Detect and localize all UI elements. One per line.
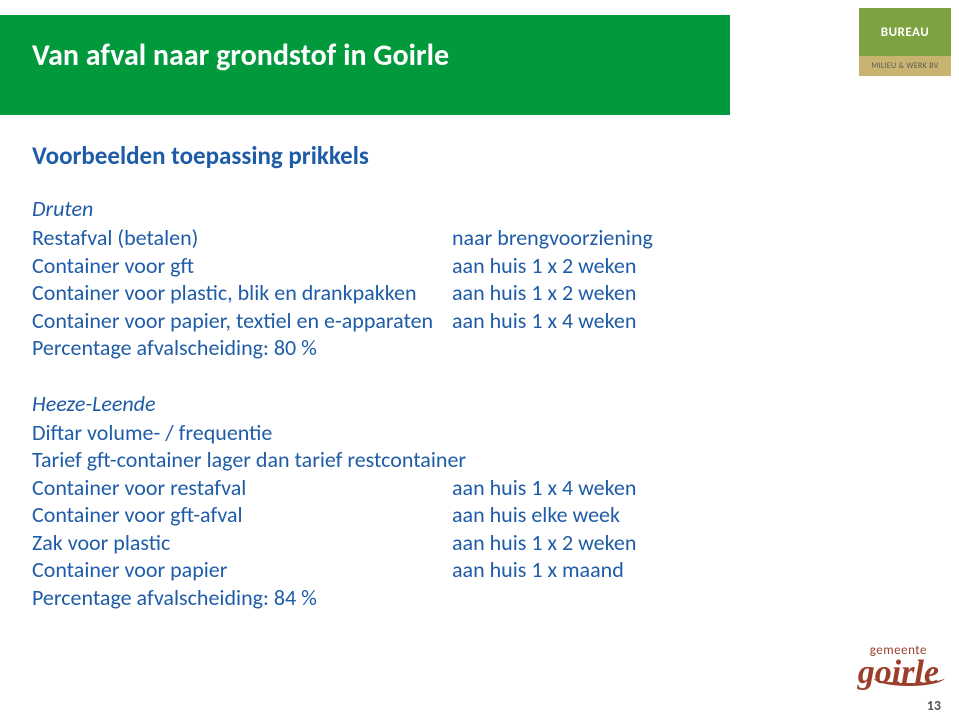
row-value: aan huis 1 x maand — [452, 556, 812, 584]
row-label: Container voor plastic, blik en drankpak… — [32, 279, 452, 307]
section2-row: Tarief gft-container lager dan tarief re… — [32, 446, 812, 474]
row-label: Container voor gft — [32, 252, 452, 280]
page-number: 13 — [927, 697, 941, 714]
section2-row: Container voor gft-afvalaan huis elke we… — [32, 501, 812, 529]
section1-title: Druten — [32, 195, 812, 222]
row-label: Zak voor plastic — [32, 529, 452, 557]
logo-goirle-name: goirle — [858, 654, 939, 692]
row-value — [452, 334, 812, 362]
row-label: Container voor papier, textiel en e-appa… — [32, 307, 452, 335]
row-value: aan huis 1 x 2 weken — [452, 252, 812, 280]
section2-row: Diftar volume- / frequentie — [32, 419, 812, 447]
logo-goirle: gemeente goirle — [858, 643, 939, 692]
row-label: Percentage afvalscheiding: 84 % — [32, 584, 452, 612]
section2-row: Container voor papieraan huis 1 x maand — [32, 556, 812, 584]
section1-row: Container voor papier, textiel en e-appa… — [32, 307, 812, 335]
section1-row: Container voor gftaan huis 1 x 2 weken — [32, 252, 812, 280]
row-value: aan huis 1 x 2 weken — [452, 279, 812, 307]
row-value — [452, 584, 812, 612]
row-label: Container voor papier — [32, 556, 452, 584]
section1-row: Restafval (betalen)naar brengvoorziening — [32, 224, 812, 252]
row-label: Diftar volume- / frequentie — [32, 419, 452, 447]
row-label: Container voor restafval — [32, 474, 452, 502]
page-title: Van afval naar grondstof in Goirle — [32, 37, 449, 74]
subtitle: Voorbeelden toepassing prikkels — [32, 140, 812, 171]
row-label: Restafval (betalen) — [32, 224, 452, 252]
row-value: aan huis 1 x 2 weken — [452, 529, 812, 557]
row-value — [552, 446, 812, 474]
section2-row: Zak voor plasticaan huis 1 x 2 weken — [32, 529, 812, 557]
section1-row: Percentage afvalscheiding: 80 % — [32, 334, 812, 362]
row-value: naar brengvoorziening — [452, 224, 812, 252]
row-value — [452, 419, 812, 447]
section2-title: Heeze-Leende — [32, 390, 812, 417]
row-value: aan huis 1 x 4 weken — [452, 307, 812, 335]
row-label: Percentage afvalscheiding: 80 % — [32, 334, 452, 362]
content-area: Voorbeelden toepassing prikkels Druten R… — [32, 140, 812, 611]
row-label: Tarief gft-container lager dan tarief re… — [32, 446, 552, 474]
logo-bureau: BUREAU MILIEU & WERK BV — [859, 8, 951, 94]
row-label: Container voor gft-afval — [32, 501, 452, 529]
section2-row: Percentage afvalscheiding: 84 % — [32, 584, 812, 612]
logo-bureau-sub: MILIEU & WERK BV — [859, 56, 951, 76]
section1-row: Container voor plastic, blik en drankpak… — [32, 279, 812, 307]
section2-row: Container voor restafvalaan huis 1 x 4 w… — [32, 474, 812, 502]
title-bar: Van afval naar grondstof in Goirle — [0, 15, 730, 115]
row-value: aan huis elke week — [452, 501, 812, 529]
row-value: aan huis 1 x 4 weken — [452, 474, 812, 502]
logo-bureau-main: BUREAU — [859, 8, 951, 56]
